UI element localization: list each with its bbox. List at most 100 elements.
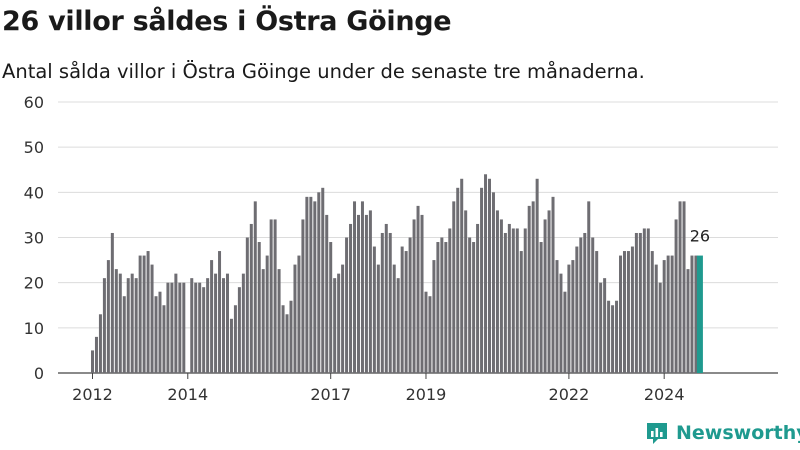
- bar: [428, 296, 432, 373]
- bar: [91, 350, 94, 373]
- bar: [460, 178, 464, 373]
- bar: [126, 278, 130, 373]
- bar: [682, 201, 686, 373]
- bar: [253, 201, 257, 373]
- bar: [539, 242, 543, 373]
- bar: [273, 219, 277, 373]
- bar: [595, 251, 599, 373]
- bar: [174, 273, 178, 373]
- bar: [396, 278, 400, 373]
- bar: [277, 269, 281, 373]
- bar: [265, 255, 269, 373]
- bar: [194, 282, 198, 373]
- bar: [356, 214, 360, 373]
- y-axis-ticks: 0 10 20 30 40 50 60: [24, 93, 44, 383]
- bar: [678, 201, 682, 373]
- bar: [440, 237, 444, 373]
- bar: [233, 305, 237, 373]
- bar: [94, 336, 98, 373]
- bar: [599, 282, 603, 373]
- bar: [575, 246, 579, 373]
- bar: [476, 223, 480, 373]
- bar: [634, 232, 638, 373]
- bar: [102, 278, 106, 373]
- bar: [503, 232, 507, 373]
- bar: [241, 273, 245, 373]
- bar: [515, 228, 519, 373]
- bar: [360, 201, 364, 373]
- bar: [305, 196, 309, 373]
- bar: [626, 251, 630, 373]
- bar: [98, 314, 102, 373]
- bar: [202, 287, 206, 373]
- bar: [138, 255, 142, 373]
- bar: [134, 278, 138, 373]
- bar: [237, 287, 241, 373]
- bar: [611, 305, 615, 373]
- bar: [150, 264, 154, 373]
- bar: [416, 205, 420, 373]
- chart-subtitle: Antal sålda villor i Östra Göinge under …: [2, 60, 645, 83]
- bar: [658, 282, 662, 373]
- bar: [245, 237, 249, 373]
- bar: [372, 246, 376, 373]
- bar: [229, 318, 233, 373]
- chart-title: 26 villor såldes i Östra Göinge: [2, 6, 452, 37]
- bar: [670, 255, 674, 373]
- bar: [289, 300, 293, 373]
- bar: [523, 228, 527, 373]
- bar: [341, 264, 345, 373]
- bar: [404, 251, 408, 373]
- bar: [257, 242, 261, 373]
- bar: [388, 232, 392, 373]
- bar: [392, 264, 396, 373]
- bar: [424, 291, 428, 373]
- bar: [622, 251, 626, 373]
- bar: [122, 296, 126, 373]
- x-tick-label: 2017: [310, 385, 351, 404]
- bar: [619, 255, 623, 373]
- bar: [380, 232, 384, 373]
- bar: [225, 273, 229, 373]
- bar: [567, 264, 571, 373]
- bar: [368, 210, 372, 373]
- bar: [214, 273, 218, 373]
- bar-chart: 0 10 20 30 40 50 60 26 2012 2014 2017 2019 2022 202…: [24, 93, 778, 404]
- bar: [364, 214, 368, 373]
- bar: [420, 214, 424, 373]
- bar: [646, 228, 650, 373]
- bar: [694, 255, 698, 373]
- bar: [353, 201, 357, 373]
- bar: [190, 278, 194, 373]
- bar: [448, 228, 452, 373]
- y-tick-label: 0: [34, 364, 44, 383]
- bar: [543, 219, 547, 373]
- highlight-bar: [696, 255, 703, 373]
- bar: [114, 269, 118, 373]
- bar: [384, 223, 388, 373]
- bar: [436, 242, 440, 373]
- bar: [249, 223, 253, 373]
- bar: [218, 251, 222, 373]
- bar: [170, 282, 174, 373]
- x-tick-label: 2022: [549, 385, 590, 404]
- bar: [408, 237, 412, 373]
- bar: [587, 201, 591, 373]
- bar: [106, 260, 110, 373]
- bar: [511, 228, 515, 373]
- x-tick-label: 2014: [167, 385, 208, 404]
- bar: [495, 210, 499, 373]
- bar: [488, 178, 491, 373]
- bar: [162, 305, 166, 373]
- bar: [650, 251, 654, 373]
- bar: [674, 219, 678, 373]
- brand-name: Newsworthy: [676, 422, 800, 444]
- bar: [198, 282, 202, 373]
- bar: [432, 260, 436, 373]
- bar: [345, 237, 349, 373]
- bar: [531, 201, 535, 373]
- bar: [337, 273, 341, 373]
- bars: 26: [91, 174, 710, 373]
- bar: [376, 264, 380, 373]
- newsworthy-logo: Newsworthy: [644, 420, 800, 446]
